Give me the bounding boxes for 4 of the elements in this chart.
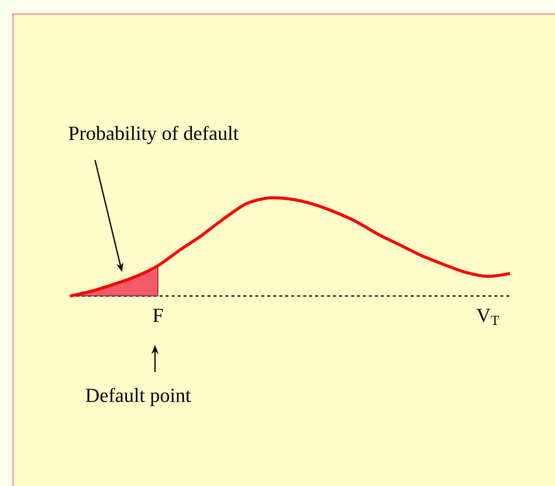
text: Probability of default	[68, 126, 239, 144]
x-tick-label: F	[153, 308, 163, 322]
text: Default point	[86, 388, 191, 406]
x-tick-label: V$_{T}$	[476, 308, 499, 325]
